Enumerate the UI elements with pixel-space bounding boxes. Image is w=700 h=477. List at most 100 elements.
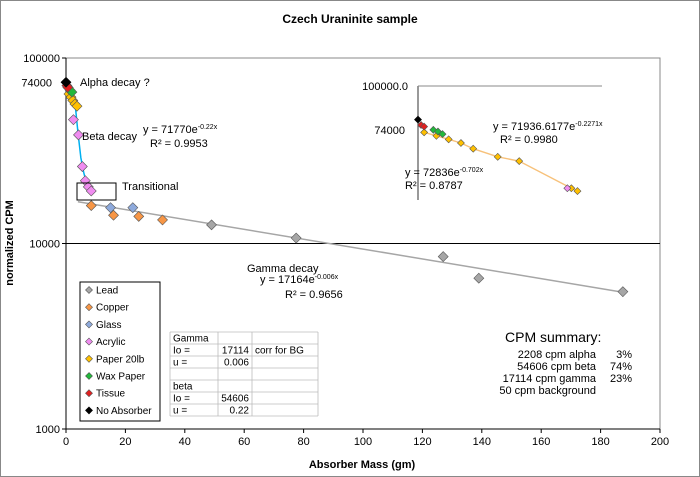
legend-marker-lead [85,286,93,294]
summary-row-label: 2208 cpm alpha [518,349,597,361]
summary-row-label: 17114 cpm gamma [503,373,597,385]
legend-marker-copper [85,303,93,312]
table-cell: 54606 [221,394,249,405]
legend-label: No Absorber [96,406,152,417]
table-cell: Io = [173,394,190,405]
table-cell: Gamma [173,334,209,345]
table-cell: Io = [173,346,190,357]
table-cell: 17114 [222,346,250,357]
x-tick-label: 140 [473,436,491,448]
gamma-fit-equation: y = 17164e-0.006x [260,274,339,286]
inset-marks [414,115,582,195]
x-tick-label: 20 [119,436,131,448]
inset-fit2-r2: R² = 0.8787 [405,180,463,192]
legend-label: Tissue [96,389,126,400]
x-tick-label: 180 [591,436,609,448]
data-point-acrylic [73,129,84,141]
data-point-lead [473,272,485,284]
x-tick-label: 120 [413,436,431,448]
beta-fit-equation: y = 71770e-0.22x [143,124,218,136]
y-axis-title: normalized CPM [4,200,16,286]
table-cell: u = [173,358,187,369]
y-tick-label: 1000 [36,424,60,436]
legend-label: Glass [96,320,122,331]
inset-point-paper [457,139,465,147]
legend-marker-no-absorber [85,406,93,415]
x-tick-label: 0 [63,436,69,448]
inset-point-paper [469,144,478,153]
data-point-acrylic [76,161,88,172]
y-tick-label: 10000 [29,239,60,251]
inset-fit1-r2: R² = 0.9980 [500,134,558,146]
data-point-copper [85,200,97,212]
table-cell: 0.006 [224,358,249,369]
x-tick-label: 40 [179,436,191,448]
summary-row-label: 50 cpm background [499,385,596,397]
data-point-no-absorber [60,76,72,88]
y-tick-label-74000: 74000 [21,77,52,89]
legend-marker-acrylic [85,337,93,346]
summary-row-percent: 74% [610,361,632,373]
x-tick-label: 60 [238,436,250,448]
chart-title: Czech Uraninite sample [282,12,418,26]
inset-tick-top: 100000.0 [362,81,408,93]
transitional-box [76,182,117,201]
legend-label: Lead [96,286,118,297]
inset-point-wax-paper [438,130,447,138]
x-axis-title: Absorber Mass (gm) [309,459,416,471]
legend-label: Acrylic [96,337,125,348]
inset-point-paper [493,152,502,161]
inset-tick-mid: 74000 [374,125,405,137]
legend-marker-glass [85,320,93,329]
legend-marker-paper-20lb [85,354,93,363]
table-cell: u = [173,406,187,417]
inset-point-tissue [420,122,429,131]
beta-fit-r2: R² = 0.9953 [150,138,208,150]
inset-point-acrylic [563,184,572,193]
inset-chart: 100000.0 74000 y = 71936.6177e-0.2271x R… [362,81,603,200]
legend-marker-wax-paper [85,372,93,380]
data-point-paper-20lb [71,100,83,112]
x-tick-label: 100 [354,436,372,448]
legend-label: Copper [96,303,129,314]
inset-fit1-equation: y = 71936.6177e-0.2271x [493,121,603,133]
x-tick-label: 200 [651,436,669,448]
data-point-lead [290,232,302,244]
x-tick-label: 80 [297,436,309,448]
transitional-label: Transitional [122,181,178,193]
summary-rows: 2208 cpm alpha 3% 54606 cpm beta 74% 17114 c… [499,349,632,397]
legend-box [79,281,161,422]
x-tick-label: 160 [532,436,550,448]
data-point-lead [206,219,217,231]
legend-marker-tissue [85,389,93,398]
data-point-glass [127,202,139,214]
data-point-acrylic [85,185,97,197]
inset-point-paper [515,157,524,166]
y-tick-label: 100000 [23,53,60,65]
beta-label: Beta decay [82,131,138,143]
legend-label: Paper 20lb [96,354,145,365]
fit-line [77,200,623,293]
summary-row-percent: 23% [610,373,632,385]
data-point-glass [105,202,116,214]
inset-point-paper [573,187,582,195]
inset-point-no-absorber [414,115,422,124]
gamma-label: Gamma decay [247,263,319,275]
data-point-lead [437,251,449,263]
summary-title: CPM summary: [505,329,601,345]
data-point-copper [157,214,168,226]
data-point-copper [108,209,119,221]
inset-point-paper [420,128,429,137]
summary-row-label: 54606 cpm beta [517,361,597,373]
table-cell: beta [173,382,193,393]
data-point-lead [617,286,629,298]
legend: Lead Copper Glass Acrylic Paper 20lb Wax Pape… [85,286,152,417]
summary-row-percent: 3% [616,349,632,361]
data-point-acrylic [68,114,79,126]
inset-fit2-equation: y = 72836e-0.702x [405,167,484,179]
alpha-label: Alpha decay ? [80,77,150,89]
plot-area: 0 20 40 60 80 100 120 140 160 180 200 1000 10000 1000… [21,53,669,448]
legend-label: Wax Paper [96,372,146,383]
